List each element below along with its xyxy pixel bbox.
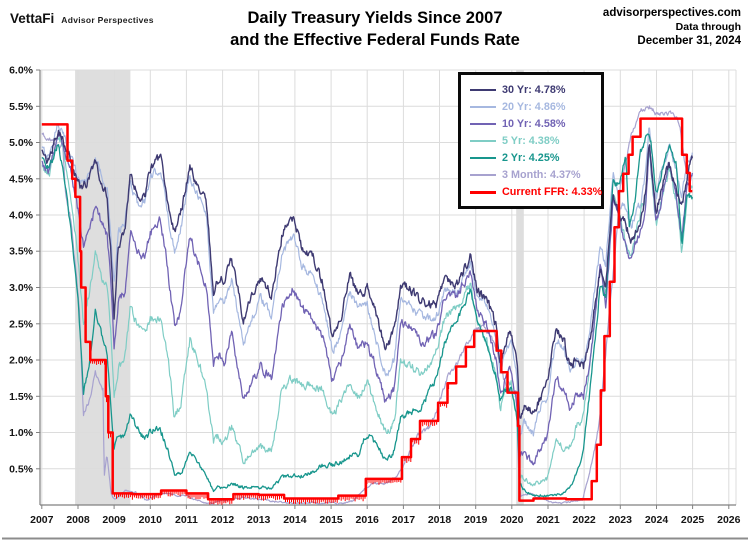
y-axis-label: 4.0% — [9, 210, 34, 222]
legend-item-30yr: 30 Yr: 4.78% — [470, 81, 596, 98]
x-axis-label: 2017 — [392, 514, 416, 526]
brand-subtitle: Advisor Perspectives — [61, 15, 154, 25]
legend-swatch-ffr — [470, 190, 496, 194]
x-axis-label: 2015 — [319, 514, 343, 526]
vettafi-logo: VettaFi — [10, 11, 55, 26]
legend-item-ffr: Current FFR: 4.33% — [470, 184, 602, 201]
legend-label-20yr: 20 Yr: 4.86% — [502, 100, 566, 113]
legend-swatch-30yr — [470, 88, 496, 91]
x-axis-label: 2011 — [175, 514, 198, 526]
x-axis-label: 2013 — [247, 514, 271, 526]
y-axis-label: 2.5% — [9, 318, 34, 330]
legend-item-10yr: 10 Yr: 4.58% — [470, 115, 596, 132]
legend-label-2yr: 2 Yr: 4.25% — [502, 151, 560, 164]
x-axis-label: 2021 — [536, 514, 560, 526]
x-axis-label: 2026 — [717, 514, 741, 526]
legend-label-10yr: 10 Yr: 4.58% — [502, 117, 566, 130]
legend-item-2yr: 2 Yr: 4.25% — [470, 149, 596, 166]
x-axis-label: 2009 — [102, 514, 126, 526]
x-axis-label: 2022 — [572, 514, 596, 526]
x-axis-label: 2014 — [283, 514, 307, 526]
chart-title-line2: and the Effective Federal Funds Rate — [230, 31, 520, 49]
legend-swatch-20yr — [470, 105, 496, 108]
x-axis-label: 2012 — [211, 514, 235, 526]
series-ffr-hashes — [90, 360, 450, 505]
y-axis-label: 6.0% — [9, 65, 34, 77]
legend-label-30yr: 30 Yr: 4.78% — [502, 83, 566, 96]
x-axis-label: 2023 — [609, 514, 633, 526]
x-axis-label: 2025 — [681, 514, 705, 526]
brand: VettaFi Advisor Perspectives — [10, 10, 154, 28]
y-axis-label: 0.5% — [9, 463, 34, 475]
x-axis-label: 2007 — [30, 514, 54, 526]
series-30yr — [41, 129, 693, 419]
x-axis-label: 2008 — [66, 514, 90, 526]
x-axis-label: 2016 — [356, 514, 380, 526]
x-axis-label: 2024 — [645, 514, 669, 526]
legend-label-3month: 3 Month: 4.37% — [502, 169, 581, 182]
x-axis-label: 2020 — [500, 514, 524, 526]
series-5yr — [41, 136, 693, 487]
legend-label-5yr: 5 Yr: 4.38% — [502, 134, 560, 147]
legend-item-5yr: 5 Yr: 4.38% — [470, 132, 596, 149]
y-axis-label: 5.5% — [9, 101, 34, 113]
legend-swatch-5yr — [470, 139, 496, 142]
data-through-date: December 31, 2024 — [637, 35, 741, 47]
legend-item-20yr: 20 Yr: 4.86% — [470, 98, 596, 115]
y-axis-label: 1.0% — [9, 427, 34, 439]
source-url: advisorperspectives.com — [602, 7, 741, 19]
chart-title: Daily Treasury Yields Since 2007 and the… — [0, 7, 750, 51]
data-through-label: Data through — [675, 21, 741, 33]
y-axis-label: 1.5% — [9, 391, 34, 403]
x-axis-label: 2010 — [139, 514, 163, 526]
x-axis-label: 2018 — [428, 514, 452, 526]
y-axis-label: 2.0% — [9, 355, 34, 367]
y-axis-label: 3.0% — [9, 282, 34, 294]
x-axis-label: 2019 — [464, 514, 488, 526]
legend-swatch-3month — [470, 174, 496, 177]
series-10yr — [41, 133, 693, 466]
chart-title-line1: Daily Treasury Yields Since 2007 — [247, 9, 503, 27]
legend-swatch-2yr — [470, 156, 496, 159]
y-axis-label: 3.5% — [9, 246, 34, 258]
chart-legend: 30 Yr: 4.78% 20 Yr: 4.86% 10 Yr: 4.58% 5 Yr… — [458, 72, 604, 209]
legend-item-3month: 3 Month: 4.37% — [470, 166, 596, 183]
data-source-block: advisorperspectives.com Data through Dec… — [603, 6, 741, 48]
y-axis-label: 4.5% — [9, 173, 34, 185]
legend-label-ffr: Current FFR: 4.33% — [502, 186, 603, 199]
series-2yr — [41, 133, 693, 498]
y-axis-label: 5.0% — [9, 137, 34, 149]
legend-swatch-10yr — [470, 122, 496, 125]
